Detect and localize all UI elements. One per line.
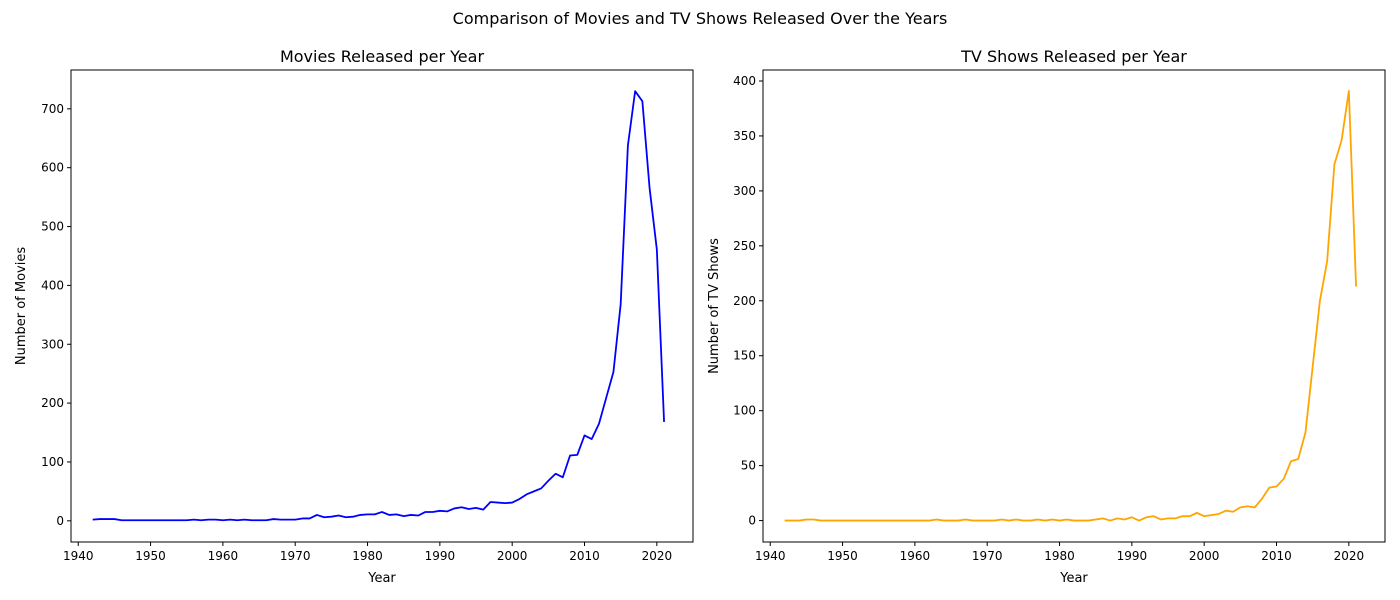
y-axis-label: Number of TV Shows xyxy=(707,238,722,374)
y-axis-label: Number of Movies xyxy=(14,247,29,365)
series-line xyxy=(784,89,1357,522)
x-tick-label: 2010 xyxy=(1261,549,1292,563)
x-tick-label: 2000 xyxy=(497,549,528,563)
figure-title: Comparison of Movies and TV Shows Releas… xyxy=(452,9,948,28)
x-tick-label: 1960 xyxy=(208,549,239,563)
y-tick-label: 500 xyxy=(41,220,64,234)
series-line xyxy=(92,90,665,522)
y-tick-label: 100 xyxy=(733,404,756,418)
x-axis-label: Year xyxy=(1059,571,1088,586)
x-tick-label: 2010 xyxy=(569,549,600,563)
x-tick-label: 1990 xyxy=(425,549,456,563)
x-tick-label: 1970 xyxy=(280,549,311,563)
x-axis-label: Year xyxy=(367,571,396,586)
y-tick-label: 350 xyxy=(733,129,756,143)
y-tick-label: 250 xyxy=(733,239,756,253)
plot-frame xyxy=(70,69,694,543)
y-tick-label: 300 xyxy=(41,337,64,351)
y-tick-label: 150 xyxy=(733,349,756,363)
y-tick-label: 600 xyxy=(41,161,64,175)
chart-title: TV Shows Released per Year xyxy=(960,47,1187,66)
y-tick-label: 50 xyxy=(741,459,756,473)
y-tick-label: 100 xyxy=(41,455,64,469)
x-tick-label: 2000 xyxy=(1189,549,1220,563)
x-tick-label: 1990 xyxy=(1117,549,1148,563)
x-tick-label: 2020 xyxy=(1334,549,1365,563)
x-tick-label: 1950 xyxy=(827,549,858,563)
y-tick-label: 0 xyxy=(748,514,756,528)
y-tick-label: 300 xyxy=(733,184,756,198)
y-tick-label: 400 xyxy=(733,74,756,88)
y-tick-label: 200 xyxy=(41,396,64,410)
x-tick-label: 1980 xyxy=(1044,549,1075,563)
x-tick-label: 1980 xyxy=(352,549,383,563)
x-tick-label: 1970 xyxy=(972,549,1003,563)
y-tick-label: 400 xyxy=(41,278,64,292)
x-tick-label: 1960 xyxy=(900,549,931,563)
y-tick-label: 200 xyxy=(733,294,756,308)
x-tick-label: 1940 xyxy=(755,549,786,563)
chart-title: Movies Released per Year xyxy=(280,47,484,66)
x-tick-label: 2020 xyxy=(642,549,673,563)
x-tick-label: 1940 xyxy=(63,549,94,563)
plot-frame xyxy=(762,69,1386,543)
x-tick-label: 1950 xyxy=(135,549,166,563)
y-tick-label: 700 xyxy=(41,102,64,116)
y-tick-label: 0 xyxy=(56,514,64,528)
